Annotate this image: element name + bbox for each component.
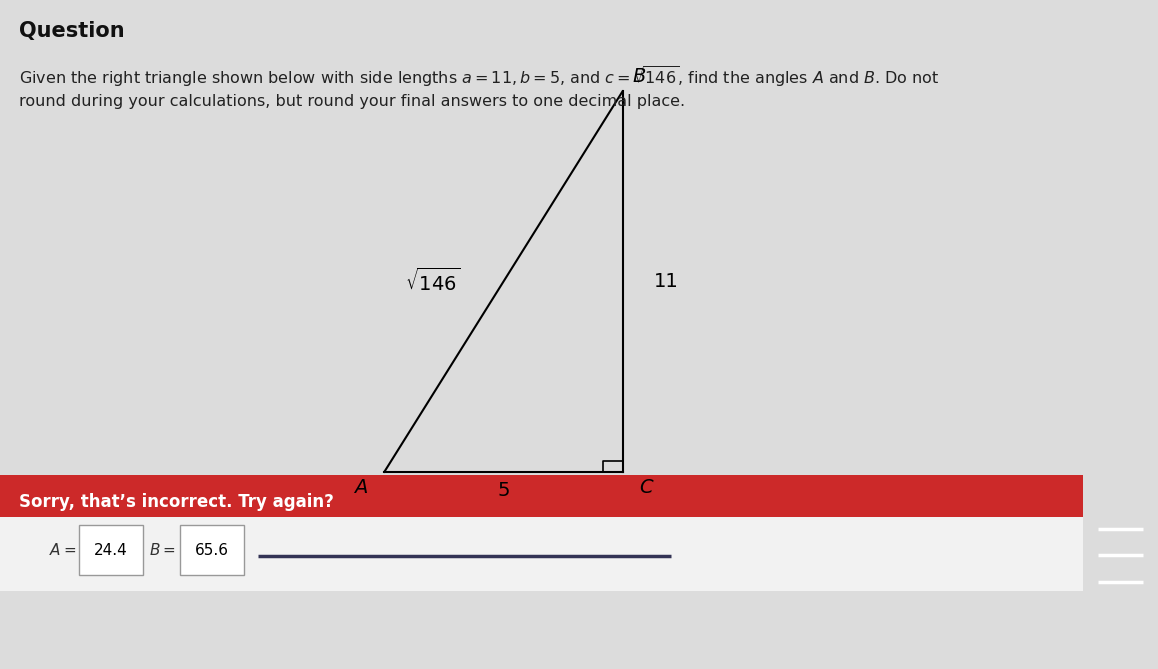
Text: Given the right triangle shown below with side lengths $a = 11, b = 5$, and $c =: Given the right triangle shown below wit…	[20, 64, 940, 89]
Text: $\sqrt{146}$: $\sqrt{146}$	[405, 268, 461, 295]
Text: C: C	[639, 478, 653, 496]
Bar	[0, 518, 1083, 591]
Text: 65.6: 65.6	[195, 543, 228, 558]
Text: round during your calculations, but round your final answers to one decimal plac: round during your calculations, but roun…	[20, 94, 686, 109]
Text: Question: Question	[20, 21, 125, 41]
FancyBboxPatch shape	[79, 525, 142, 575]
Text: $A =$: $A =$	[49, 543, 76, 559]
Text: 5: 5	[497, 480, 510, 500]
Text: 11: 11	[653, 272, 679, 291]
Text: $B =$: $B =$	[149, 543, 176, 559]
FancyBboxPatch shape	[179, 525, 243, 575]
Text: 24.4: 24.4	[94, 543, 127, 558]
Text: Sorry, that’s incorrect. Try again?: Sorry, that’s incorrect. Try again?	[20, 493, 335, 511]
Bar	[0, 475, 1083, 530]
Text: B: B	[632, 67, 645, 86]
Text: A: A	[354, 478, 367, 496]
